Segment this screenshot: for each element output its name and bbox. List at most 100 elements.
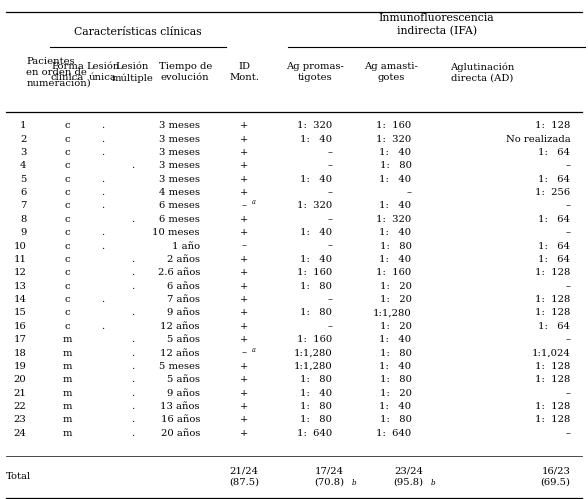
Text: .: .: [101, 242, 105, 250]
Text: m: m: [63, 416, 72, 425]
Text: 20: 20: [14, 375, 26, 384]
Text: 1:   80: 1: 80: [300, 402, 332, 411]
Text: .: .: [101, 175, 105, 184]
Text: m: m: [63, 349, 72, 358]
Text: Lesión
múltiple: Lesión múltiple: [111, 62, 153, 82]
Text: 18: 18: [14, 349, 26, 358]
Text: 1:   40: 1: 40: [379, 402, 412, 411]
Text: 22: 22: [14, 402, 26, 411]
Text: .: .: [101, 295, 105, 304]
Text: 12 años: 12 años: [161, 322, 200, 331]
Text: 1: 1: [20, 121, 26, 130]
Text: 15: 15: [14, 308, 26, 317]
Text: –: –: [327, 322, 332, 331]
Text: .: .: [131, 308, 134, 317]
Text: 5: 5: [20, 175, 26, 184]
Text: 16 años: 16 años: [161, 416, 200, 425]
Text: 3 meses: 3 meses: [159, 161, 200, 170]
Text: .: .: [131, 402, 134, 411]
Text: 6 años: 6 años: [167, 282, 200, 291]
Text: 17/24
(70.8): 17/24 (70.8): [314, 467, 345, 487]
Text: +: +: [240, 228, 248, 237]
Text: 1:   40: 1: 40: [300, 228, 332, 237]
Text: 4: 4: [20, 161, 26, 170]
Text: Tiempo de
evolución: Tiempo de evolución: [159, 62, 212, 82]
Text: 1:   64: 1: 64: [539, 148, 570, 157]
Text: 16: 16: [14, 322, 26, 331]
Text: +: +: [240, 295, 248, 304]
Text: 1:   40: 1: 40: [300, 135, 332, 144]
Text: b: b: [352, 479, 356, 487]
Text: –: –: [327, 161, 332, 170]
Text: .: .: [131, 268, 134, 277]
Text: 1:   80: 1: 80: [300, 282, 332, 291]
Text: c: c: [65, 202, 71, 211]
Text: 1:  320: 1: 320: [297, 202, 332, 211]
Text: 1:   64: 1: 64: [539, 175, 570, 184]
Text: +: +: [240, 362, 248, 371]
Text: 1:  128: 1: 128: [535, 375, 570, 384]
Text: ID
Mont.: ID Mont.: [229, 62, 259, 82]
Text: 7 años: 7 años: [167, 295, 200, 304]
Text: 1:  640: 1: 640: [297, 429, 332, 438]
Text: 1:   40: 1: 40: [379, 148, 412, 157]
Text: m: m: [63, 362, 72, 371]
Text: 4 meses: 4 meses: [159, 188, 200, 197]
Text: .: .: [131, 282, 134, 291]
Text: 1:  160: 1: 160: [376, 121, 412, 130]
Text: 1:  320: 1: 320: [376, 215, 412, 224]
Text: –: –: [565, 335, 570, 344]
Text: –: –: [406, 188, 412, 197]
Text: m: m: [63, 402, 72, 411]
Text: –: –: [565, 202, 570, 211]
Text: 1:  128: 1: 128: [535, 121, 570, 130]
Text: +: +: [240, 175, 248, 184]
Text: .: .: [131, 161, 134, 170]
Text: –: –: [327, 188, 332, 197]
Text: 1:   80: 1: 80: [380, 416, 412, 425]
Text: 9: 9: [20, 228, 26, 237]
Text: –: –: [242, 242, 246, 250]
Text: .: .: [131, 335, 134, 344]
Text: c: c: [65, 175, 71, 184]
Text: 1:1,280: 1:1,280: [293, 349, 332, 358]
Text: 1:  160: 1: 160: [297, 268, 332, 277]
Text: 1:  160: 1: 160: [376, 268, 412, 277]
Text: 1:  320: 1: 320: [297, 121, 332, 130]
Text: 7: 7: [20, 202, 26, 211]
Text: +: +: [240, 188, 248, 197]
Text: c: c: [65, 268, 71, 277]
Text: Total: Total: [6, 472, 31, 481]
Text: –: –: [327, 242, 332, 250]
Text: –: –: [565, 282, 570, 291]
Text: –: –: [242, 349, 246, 358]
Text: 5 meses: 5 meses: [159, 362, 200, 371]
Text: Características clínicas: Características clínicas: [74, 27, 202, 37]
Text: Aglutinación
directa (AD): Aglutinación directa (AD): [450, 62, 514, 82]
Text: 1:   40: 1: 40: [379, 175, 412, 184]
Text: m: m: [63, 429, 72, 438]
Text: 1:   20: 1: 20: [380, 322, 412, 331]
Text: No realizada: No realizada: [506, 135, 570, 144]
Text: .: .: [101, 322, 105, 331]
Text: –: –: [242, 202, 246, 211]
Text: +: +: [240, 121, 248, 130]
Text: 1:  128: 1: 128: [535, 416, 570, 425]
Text: Forma
clínica: Forma clínica: [51, 62, 84, 82]
Text: c: c: [65, 188, 71, 197]
Text: c: c: [65, 215, 71, 224]
Text: .: .: [131, 349, 134, 358]
Text: 1:  128: 1: 128: [535, 295, 570, 304]
Text: 1:  128: 1: 128: [535, 362, 570, 371]
Text: .: .: [101, 188, 105, 197]
Text: c: c: [65, 228, 71, 237]
Text: c: c: [65, 322, 71, 331]
Text: 1:  128: 1: 128: [535, 308, 570, 317]
Text: 2 años: 2 años: [167, 255, 200, 264]
Text: 1:   40: 1: 40: [300, 255, 332, 264]
Text: 23: 23: [14, 416, 26, 425]
Text: c: c: [65, 161, 71, 170]
Text: +: +: [240, 215, 248, 224]
Text: .: .: [101, 148, 105, 157]
Text: .: .: [101, 202, 105, 211]
